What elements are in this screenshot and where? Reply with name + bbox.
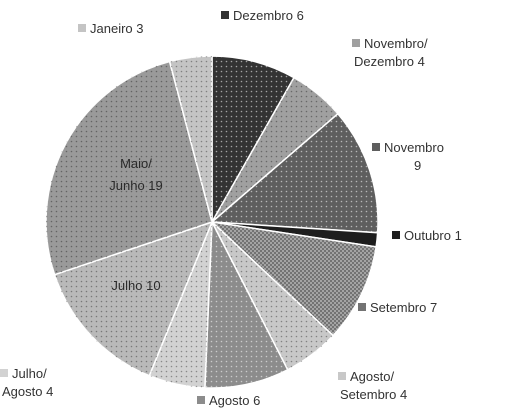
slice-label-line: Novembro/ xyxy=(364,36,428,51)
pie-slice-texture-julho-10 xyxy=(54,222,212,376)
slice-label-line: Setembro 7 xyxy=(370,300,437,315)
slice-label-setembro-7: Setembro 7 xyxy=(370,300,437,315)
pie-slice-texture-setembro-7 xyxy=(212,222,377,336)
slice-label-line: Julho/ xyxy=(12,366,47,381)
slice-label-line: Julho 10 xyxy=(111,278,160,293)
slice-label-maio-junho-19: Maio/Junho 19 xyxy=(109,156,163,193)
pie-labels: Dezembro 6 Novembro/Dezembro 4 Novembro 9 Ou… xyxy=(0,8,462,408)
slice-label-janeiro-3: Janeiro 3 xyxy=(90,21,143,36)
pie-slices xyxy=(45,55,379,389)
label-swatch-agosto-setembro-4 xyxy=(338,372,346,380)
slice-label-line: Agosto 4 xyxy=(2,384,53,399)
slice-label-line: Janeiro 3 xyxy=(90,21,143,36)
slice-label-line: Junho 19 xyxy=(109,178,163,193)
slice-label-dezembro-6: Dezembro 6 xyxy=(233,8,304,23)
pie-slice-texture-novembro-dezembro-4 xyxy=(212,77,338,223)
slice-label-julho-10: Julho 10 xyxy=(111,278,160,293)
label-swatch-agosto-6 xyxy=(197,396,205,404)
pie-slice-texture-novembro-9 xyxy=(212,113,378,233)
slice-label-novembro-dezembro-4: Novembro/Dezembro 4 xyxy=(354,36,428,69)
label-swatch-janeiro-3 xyxy=(78,24,86,32)
slice-label-line: Dezembro 6 xyxy=(233,8,304,23)
slice-label-agosto-6: Agosto 6 xyxy=(209,393,260,408)
label-swatch-outubro-1 xyxy=(392,231,400,239)
label-swatch-novembro-dezembro-4 xyxy=(352,39,360,47)
label-swatch-novembro-9 xyxy=(372,143,380,151)
slice-label-line: Outubro 1 xyxy=(404,228,462,243)
pie-slice-texture-dezembro-6 xyxy=(212,56,294,222)
slice-label-outubro-1: Outubro 1 xyxy=(404,228,462,243)
slice-label-agosto-setembro-4: Agosto/Setembro 4 xyxy=(340,369,407,402)
pie-slice-texture-agosto-setembro-4 xyxy=(212,222,334,370)
slice-label-line: Dezembro 4 xyxy=(354,54,425,69)
label-swatch-julho-agosto-4 xyxy=(0,369,8,377)
slice-label-line: Agosto 6 xyxy=(209,393,260,408)
pie-slice-texture-julho-agosto-4 xyxy=(149,222,212,388)
pie-slice-texture-maio-junho-19 xyxy=(45,61,212,275)
slice-label-line: Setembro 4 xyxy=(340,387,407,402)
slice-label-line: 9 xyxy=(414,158,421,173)
pie-slice-texture-agosto-6 xyxy=(204,222,288,389)
label-swatch-setembro-7 xyxy=(358,303,366,311)
pie-slice-texture-janeiro-3 xyxy=(169,56,212,222)
slice-label-novembro-9: Novembro 9 xyxy=(384,140,444,173)
slice-label-julho-agosto-4: Julho/Agosto 4 xyxy=(2,366,53,399)
slice-label-line: Maio/ xyxy=(120,156,152,171)
label-swatch-dezembro-6 xyxy=(221,11,229,19)
slice-label-line: Novembro xyxy=(384,140,444,155)
slice-label-line: Agosto/ xyxy=(350,369,394,384)
